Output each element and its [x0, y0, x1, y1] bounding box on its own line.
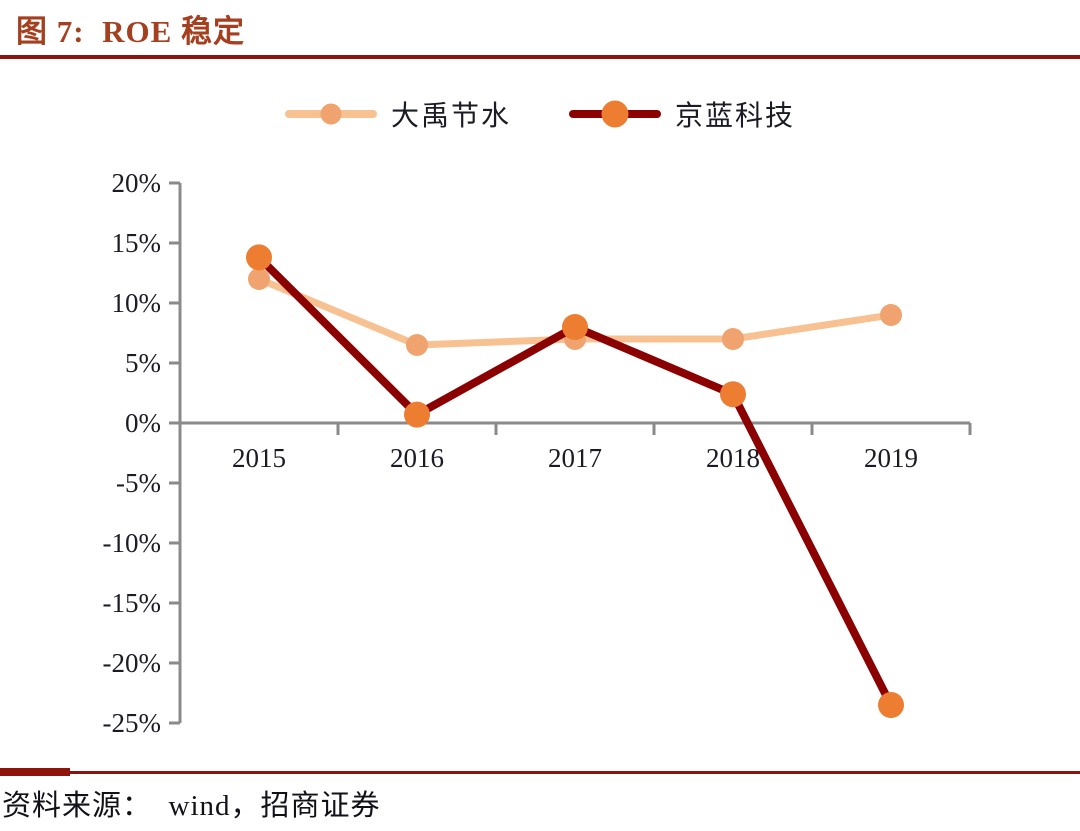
legend-label-dayu-water: 大禹节水	[390, 101, 511, 132]
svg-text:-10%: -10%	[103, 528, 161, 558]
svg-text:5%: 5%	[125, 348, 161, 378]
legend-item-jinglan-tech: 京蓝科技	[569, 94, 795, 134]
svg-text:-15%: -15%	[103, 588, 161, 618]
legend-marker-line-dot-icon	[284, 100, 377, 128]
svg-text:2018: 2018	[706, 443, 760, 473]
svg-text:2017: 2017	[548, 443, 602, 473]
svg-text:20%: 20%	[112, 168, 162, 198]
header-rule	[0, 55, 1080, 59]
svg-text:-20%: -20%	[103, 648, 161, 678]
svg-text:2015: 2015	[232, 443, 286, 473]
figure-title: 图 7: ROE 稳定	[16, 14, 245, 49]
legend-label-jinglan-tech: 京蓝科技	[675, 101, 796, 132]
legend-marker-line-dot-icon	[569, 100, 661, 128]
svg-text:-25%: -25%	[103, 708, 161, 738]
svg-text:10%: 10%	[112, 288, 162, 318]
svg-text:15%: 15%	[112, 228, 162, 258]
svg-text:-5%: -5%	[116, 468, 161, 498]
footer-rule	[0, 771, 1080, 774]
chart-legend: 大禹节水 京蓝科技	[0, 94, 1080, 134]
legend-item-dayu-water: 大禹节水	[284, 94, 511, 134]
svg-text:2019: 2019	[864, 443, 918, 473]
data-source-note: 资料来源： wind，招商证券	[2, 790, 381, 822]
svg-text:0%: 0%	[125, 408, 161, 438]
roe-line-chart: 20% 15% 10% 5% 0% -5% -10% -15% -20% -25% 2015 2016…	[103, 168, 972, 738]
svg-text:2016: 2016	[390, 443, 444, 473]
